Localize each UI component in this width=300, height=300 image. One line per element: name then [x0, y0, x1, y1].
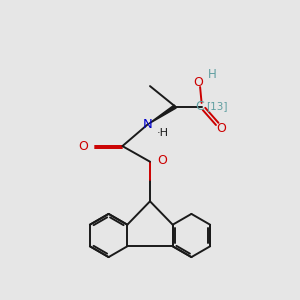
- Text: O: O: [78, 140, 88, 153]
- Text: N: N: [143, 118, 152, 131]
- Polygon shape: [148, 105, 176, 124]
- Text: C: C: [195, 100, 204, 113]
- Text: ·H: ·H: [157, 128, 169, 138]
- Text: H: H: [208, 68, 217, 81]
- Text: O: O: [158, 154, 167, 167]
- Text: O: O: [193, 76, 202, 89]
- Text: [13]: [13]: [206, 101, 228, 112]
- Text: O: O: [217, 122, 226, 135]
